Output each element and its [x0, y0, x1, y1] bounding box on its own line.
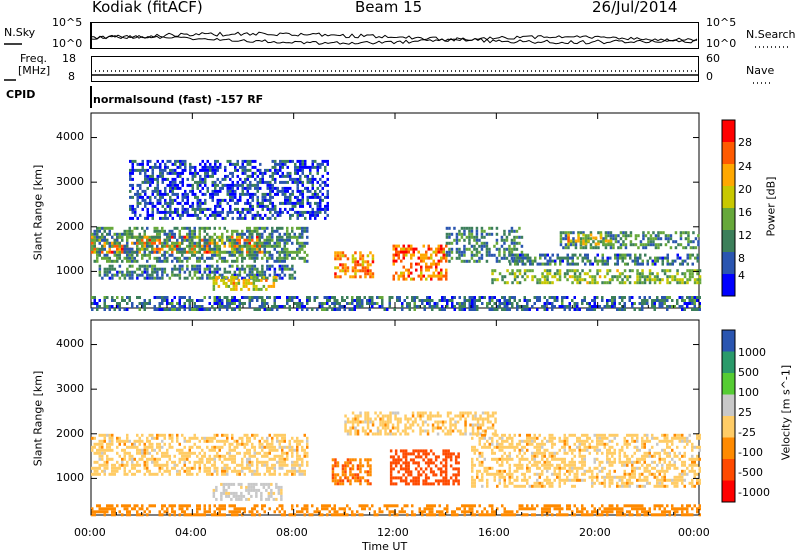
power-cbar-tick-20: 20: [738, 183, 752, 196]
power-echo-region-11: [567, 233, 613, 246]
beam-title: Beam 15: [355, 0, 423, 16]
velocity-colorbar-segment-2: [722, 437, 735, 459]
velocity-echo-region-4: [344, 411, 497, 436]
power-cbar-tick-12: 12: [738, 229, 752, 242]
date-title: 26/Jul/2014: [592, 0, 678, 16]
velocity-colorbar-segment-4: [722, 394, 735, 416]
power-ylabel: Slant Range [km]: [31, 164, 45, 261]
nsky-left-tick-top: 10^5: [52, 16, 83, 29]
power-colorbar-segment-1: [722, 252, 735, 274]
power-ytick-label-3000: 3000: [56, 175, 84, 188]
power-colorbar-segment-2: [722, 230, 735, 252]
velocity-ytick-label-4000: 4000: [56, 337, 84, 350]
power-cbar-tick-16: 16: [738, 206, 752, 219]
nsky-trace: [90, 31, 698, 45]
velocity-echo-region-5: [471, 433, 701, 488]
power-echo-region-1: [91, 226, 309, 263]
nsky-right-tick-top: 10^5: [706, 16, 737, 29]
velocity-colorbar-frame: [721, 329, 736, 503]
velocity-ytick-label-1000: 1000: [56, 471, 84, 484]
freq-right-tick-top: 60: [706, 52, 720, 65]
cpid-text: normalsound (fast) -157 RF: [93, 93, 264, 106]
xtick-label-1200: 12:00: [377, 526, 409, 539]
velocity-ylabel: Slant Range [km]: [31, 370, 45, 467]
freq-label-line2: [MHz]: [18, 64, 51, 77]
cpid-label: CPID: [6, 88, 36, 101]
freq-panel: [91, 56, 699, 82]
velocity-cbar-tick-25: 25: [738, 406, 752, 419]
power-colorbar-segment-0: [722, 274, 735, 296]
power-cbar-label: Power [dB]: [764, 176, 778, 237]
power-echo-region-3: [212, 275, 278, 291]
velocity-ytick-label-3000: 3000: [56, 382, 84, 395]
power-colorbar-segment-5: [722, 164, 735, 186]
power-echo-region-8: [491, 269, 702, 285]
nsearch-label: N.Search: [746, 28, 796, 41]
power-colorbar-segment-6: [722, 142, 735, 164]
power-echo-region-2: [98, 264, 297, 280]
power-echo-region-4: [129, 159, 329, 220]
xtick-label-0000: 00:00: [74, 526, 106, 539]
power-ytick-label-4000: 4000: [56, 130, 84, 143]
velocity-colorbar-segment-0: [722, 480, 735, 502]
xtick-label-2000: 20:00: [579, 526, 611, 539]
xaxis-label: Time UT: [362, 540, 408, 553]
velocity-cbar-tick--100: -100: [738, 446, 763, 459]
power-cbar-tick-8: 8: [738, 252, 745, 265]
xtick-label-0800: 08:00: [276, 526, 308, 539]
nsky-right-tick-bottom: 10^0: [706, 37, 737, 50]
velocity-colorbar-segment-5: [722, 373, 735, 395]
velocity-cbar-tick--500: -500: [738, 466, 763, 479]
nsky-left-tick-bottom: 10^0: [52, 37, 83, 50]
velocity-echo-region-6: [91, 504, 701, 517]
power-colorbar-segment-7: [722, 120, 735, 142]
velocity-cbar-tick--25: -25: [738, 426, 756, 439]
velocity-colorbar-segment-3: [722, 416, 735, 438]
velocity-echo-region-3: [389, 449, 460, 486]
velocity-colorbar-segment-6: [722, 351, 735, 373]
power-colorbar-segment-3: [722, 208, 735, 230]
station-title: Kodiak (fitACF): [92, 0, 203, 16]
power-cbar-tick-4: 4: [738, 269, 745, 282]
power-cbar-tick-28: 28: [738, 136, 752, 149]
power-echo-region-6: [392, 244, 448, 281]
power-cbar-tick-24: 24: [738, 160, 752, 173]
xtick-label-1600: 16:00: [478, 526, 510, 539]
velocity-cbar-tick-500: 500: [738, 366, 759, 379]
velocity-echo-region-2: [331, 458, 372, 486]
power-colorbar-frame: [721, 119, 736, 297]
velocity-cbar-tick--1000: -1000: [738, 486, 770, 499]
xtick-label-0400: 04:00: [175, 526, 207, 539]
freq-left-tick-bottom: 8: [68, 70, 75, 83]
power-ytick-label-1000: 1000: [56, 264, 84, 277]
velocity-cbar-tick-1000: 1000: [738, 346, 766, 359]
power-ytick-label-2000: 2000: [56, 220, 84, 233]
velocity-cbar-tick-100: 100: [738, 386, 759, 399]
velocity-colorbar-segment-7: [722, 330, 735, 352]
velocity-colorbar-segment-1: [722, 459, 735, 481]
velocity-echo-region-0: [91, 433, 309, 476]
xtick-label-2400: 00:00: [678, 526, 710, 539]
freq-label-line1: Freq.: [20, 52, 48, 65]
nsky-label: N.Sky: [4, 26, 36, 39]
nave-label: Nave: [746, 64, 775, 77]
power-colorbar-segment-4: [722, 186, 735, 208]
power-echo-region-9: [509, 253, 699, 266]
power-echo-region-12: [91, 296, 701, 311]
freq-left-tick-top: 18: [62, 52, 76, 65]
velocity-echo-region-1: [212, 482, 283, 501]
velocity-ytick-label-2000: 2000: [56, 427, 84, 440]
freq-right-tick-bottom: 0: [706, 70, 713, 83]
power-echo-region-5: [334, 251, 375, 279]
velocity-cbar-label: Velocity [m s^-1]: [779, 364, 793, 461]
